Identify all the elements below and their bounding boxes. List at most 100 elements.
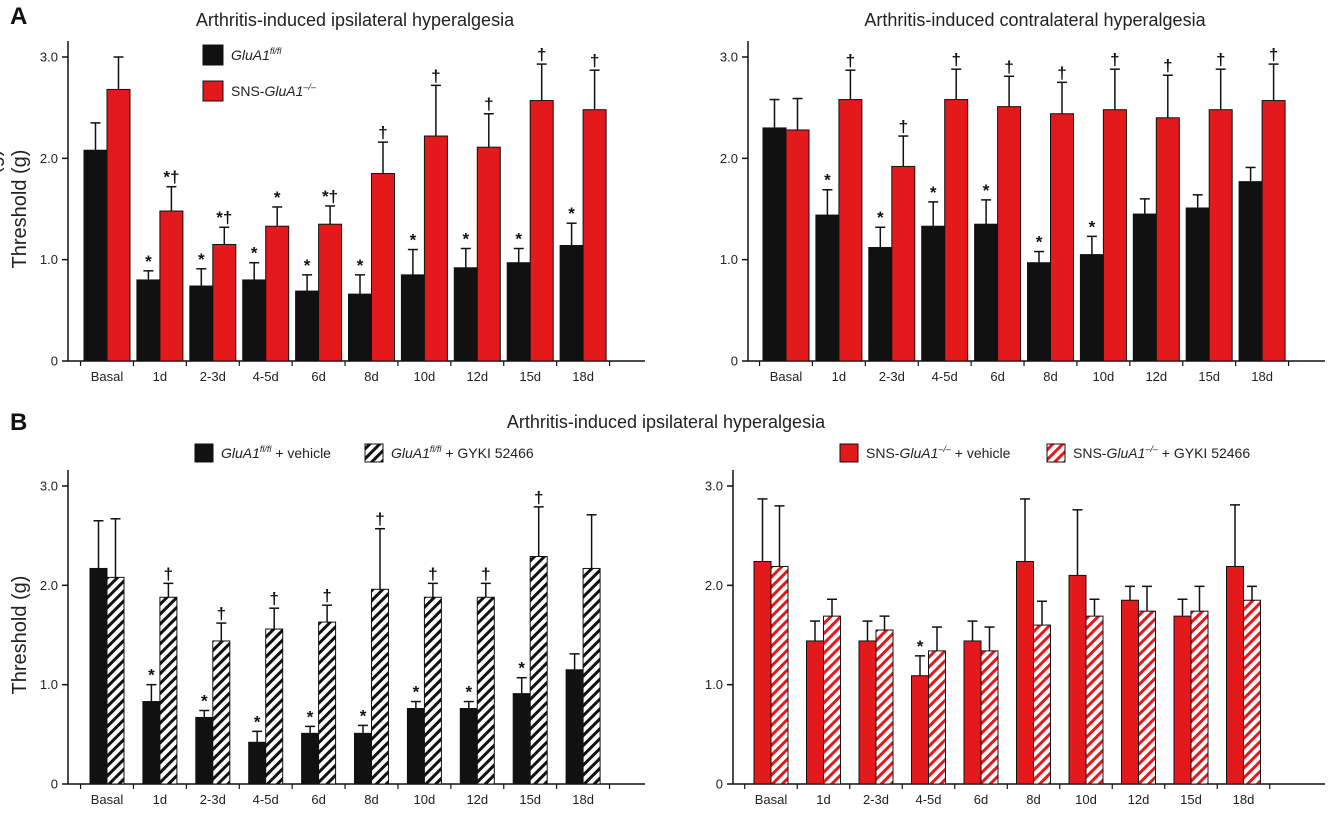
legend-swatch [364,443,384,463]
x-tick-label: 6d [311,369,325,384]
bar-black-1d [815,214,840,362]
significance-mark: * [357,256,364,275]
x-tick-label: 2-3d [879,369,905,384]
bar-red-4-5d [911,675,929,785]
bar-hatch-black-10d [423,596,442,785]
y-tick-label: 2.0 [705,578,723,593]
bar-hatch-red-1d [823,615,841,785]
legend-swatch [839,443,859,463]
significance-mark: * [515,230,522,249]
panel-a-label: A [10,3,27,30]
significance-mark: * [983,181,990,200]
y-tick-label: 1.0 [720,252,738,267]
bar-black-15d [512,693,531,785]
bar-black-10d [1079,254,1104,362]
legend-swatch [202,80,224,102]
bar-red-Basal [785,129,810,362]
significance-mark: † [590,51,599,70]
significance-mark: * [148,666,155,685]
bar-black-15d [506,262,531,362]
bar-hatch-red-6d [980,650,999,785]
bar-black-8d [354,732,372,785]
significance-mark: † [431,66,440,85]
bar-black-18d [1238,181,1263,362]
bar-hatch-black-12d [476,596,495,785]
y-tick-label: 0 [51,777,58,792]
bar-black-Basal [89,567,108,785]
legend-label: GluA1fl/fl [231,46,282,63]
x-tick-label: 6d [974,792,988,807]
legend-label: SNS-GluA1–/– + GYKI 52466 [1073,444,1250,461]
bar-hatch-black-1d [159,596,178,785]
legend: SNS-GluA1–/– + vehicle SNS-GluA1–/– + GYK… [839,443,1250,463]
y-tick-label: 1.0 [40,252,58,267]
legend-label: GluA1fl/fl + GYKI 52466 [391,444,534,461]
significance-mark: * [1036,233,1043,252]
x-tick-label: 15d [519,369,541,384]
x-tick-label: 2-3d [200,792,226,807]
bar-black-18d [559,244,584,362]
significance-mark: * [274,188,281,207]
y-tick-label: 0 [716,777,723,792]
y-axis-label: Threshold (g) [9,150,31,269]
bar-hatch-red-12d [1138,610,1156,785]
x-tick-label: 8d [364,369,378,384]
significance-mark: † [846,51,855,70]
y-tick-label: 2.0 [40,578,58,593]
bar-red-8d [1050,113,1074,362]
bar-red-2-3d [212,243,237,362]
legend-swatch [202,44,224,66]
significance-mark: † [534,488,543,507]
bar-red-10d [423,135,448,362]
significance-mark: * [824,171,831,190]
significance-mark: * [518,659,525,678]
bar-hatch-black-4-5d [265,628,284,785]
significance-mark: * [1089,217,1096,236]
significance-mark: * [254,712,261,731]
chart-a-contralateral: Arthritis-induced contralateral hyperalg… [0,10,1325,384]
y-tick-label: 1.0 [40,677,58,692]
significance-mark: * [201,691,208,710]
x-tick-label: 15d [519,792,541,807]
bar-red-2-3d [891,165,916,362]
x-tick-label: 8d [1026,792,1040,807]
bar-black-18d [565,669,584,785]
significance-mark: † [378,123,387,142]
bar-red-Basal [753,560,772,785]
x-tick-label: 10d [414,792,436,807]
x-tick-label: Basal [770,369,803,384]
significance-mark: * [462,230,469,249]
bar-red-Basal [106,88,131,362]
bar-black-4-5d [242,279,267,362]
significance-mark: * [877,208,884,227]
bar-black-2-3d [868,247,893,362]
chart-b-sns-knockout: 0 1.0 2.0 3.0 Basal 1d 2-3d 4-5d * 6d 8d 10d 12d 15d 1… [705,443,1325,807]
x-tick-label: 2-3d [863,792,889,807]
bar-black-1d [142,701,161,785]
bar-black-6d [974,223,999,362]
bar-hatch-black-2-3d [212,640,231,785]
x-tick-label: 4-5d [253,369,279,384]
bar-red-1d [159,210,184,362]
bar-red-1d [838,99,863,362]
significance-mark: † [1004,57,1013,76]
significance-mark: * [304,256,311,275]
x-tick-label: 12d [1128,792,1150,807]
chart-title: Arthritis-induced ipsilateral hyperalges… [196,10,515,30]
x-tick-label: 8d [364,792,378,807]
bar-hatch-red-10d [1085,615,1104,785]
bar-black-4-5d [921,225,946,362]
significance-mark: * [307,707,314,726]
significance-mark: † [481,564,490,583]
y-axis-label: Threshold (g) [9,576,31,695]
bar-black-2-3d [195,716,214,785]
bar-red-12d [1121,599,1139,785]
bar-black-1d [136,279,161,362]
x-tick-label: 12d [1145,369,1167,384]
bar-red-15d [1208,109,1233,362]
bar-black-2-3d [189,285,214,362]
x-tick-label: 4-5d [253,792,279,807]
x-tick-label: 1d [832,369,846,384]
x-tick-label: Basal [755,792,788,807]
bar-hatch-red-2-3d [875,629,894,785]
